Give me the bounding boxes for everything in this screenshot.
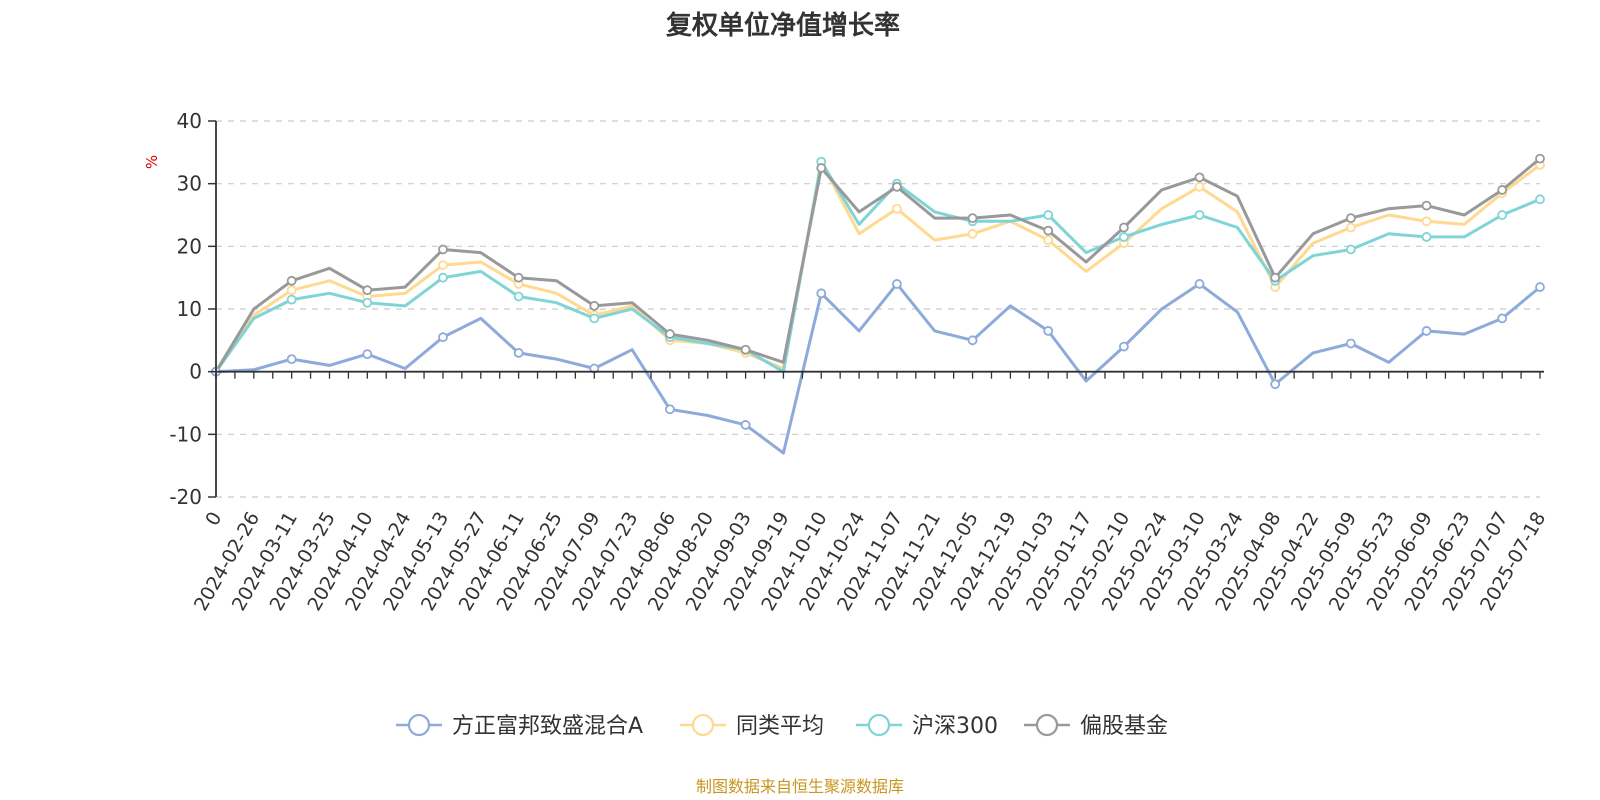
series-line-0 xyxy=(215,282,1541,455)
legend-label: 同类平均 xyxy=(736,714,824,739)
series-point-0 xyxy=(665,404,675,415)
series-point-0 xyxy=(1535,282,1545,292)
legend-item-1[interactable]: 同类平均 xyxy=(680,713,824,739)
series-point-0 xyxy=(438,332,448,343)
axes: 403020100-10-2002024-02-262024-03-112024… xyxy=(169,109,1550,615)
series-point-1 xyxy=(892,203,902,214)
series-point-3 xyxy=(665,329,675,339)
series-point-3 xyxy=(1194,172,1205,183)
legend-marker xyxy=(867,713,891,737)
y-tick-label: -20 xyxy=(169,485,202,509)
series-point-3 xyxy=(1535,153,1545,164)
series-point-1 xyxy=(967,228,978,239)
series-point-3 xyxy=(1497,185,1508,195)
y-tick-label: 10 xyxy=(177,297,202,321)
legend: 方正富邦致盛混合A 同类平均 沪深300 偏股基金 xyxy=(396,713,1168,739)
y-tick-label: -10 xyxy=(169,422,202,446)
series-point-2 xyxy=(589,313,600,324)
series-line-1 xyxy=(214,160,1541,373)
series-point-3 xyxy=(438,244,448,255)
series-point-2 xyxy=(1535,194,1545,205)
legend-marker xyxy=(1035,713,1059,737)
series-point-0 xyxy=(286,354,297,365)
series-point-3 xyxy=(1043,225,1054,236)
series-point-1 xyxy=(1043,235,1054,245)
series-point-0 xyxy=(1497,313,1508,324)
series-point-2 xyxy=(1194,210,1205,220)
x-tick-label: 0 xyxy=(201,508,226,529)
chart-title: 复权单位净值增长率 xyxy=(666,10,900,41)
legend-item-3[interactable]: 偏股基金 xyxy=(1024,713,1168,739)
series-point-1 xyxy=(286,285,297,296)
series-point-2 xyxy=(1345,244,1356,255)
series-point-1 xyxy=(1421,216,1432,227)
series-point-1 xyxy=(1345,222,1356,233)
series-point-1 xyxy=(438,260,448,271)
series-point-0 xyxy=(892,279,902,289)
source-note: 制图数据来自恒生聚源数据库 xyxy=(696,777,904,796)
series-point-3 xyxy=(1345,213,1356,224)
y-axis-unit-label: % xyxy=(143,155,161,169)
series-lines xyxy=(211,153,1545,455)
y-tick-label: 40 xyxy=(177,109,202,133)
series-point-2 xyxy=(513,291,524,302)
series-point-3 xyxy=(892,181,902,192)
series-point-0 xyxy=(1345,338,1356,349)
series-point-2 xyxy=(1043,210,1054,220)
series-point-0 xyxy=(1194,279,1205,289)
series-point-3 xyxy=(967,213,978,224)
series-point-3 xyxy=(362,285,373,296)
series-point-3 xyxy=(513,272,524,283)
series-point-3 xyxy=(740,344,751,355)
series-point-2 xyxy=(438,272,448,283)
y-tick-label: 0 xyxy=(189,360,202,384)
series-point-2 xyxy=(362,297,373,308)
series-point-0 xyxy=(1118,341,1129,352)
y-tick-label: 30 xyxy=(177,172,202,196)
series-point-2 xyxy=(1421,232,1432,242)
series-point-2 xyxy=(1497,210,1508,220)
series-point-3 xyxy=(1118,222,1129,233)
series-point-0 xyxy=(967,335,978,346)
series-point-0 xyxy=(1043,326,1054,336)
series-point-0 xyxy=(1270,379,1281,390)
series-line-2 xyxy=(214,160,1541,374)
series-point-0 xyxy=(816,288,827,299)
legend-label: 方正富邦致盛混合A xyxy=(452,714,643,739)
legend-label: 沪深300 xyxy=(912,714,998,739)
series-point-2 xyxy=(286,294,297,305)
series-point-0 xyxy=(740,420,751,430)
series-point-3 xyxy=(1421,200,1432,211)
series-point-3 xyxy=(816,163,827,173)
series-point-0 xyxy=(513,347,524,358)
series-point-3 xyxy=(286,275,297,286)
y-tick-label: 20 xyxy=(177,234,202,258)
legend-marker xyxy=(407,713,431,737)
legend-marker xyxy=(691,713,715,737)
series-line-3 xyxy=(214,157,1541,373)
legend-item-2[interactable]: 沪深300 xyxy=(856,713,998,739)
legend-label: 偏股基金 xyxy=(1080,714,1168,739)
legend-item-0[interactable]: 方正富邦致盛混合A xyxy=(396,713,643,739)
series-point-3 xyxy=(589,300,600,311)
series-point-0 xyxy=(362,349,373,360)
series-point-3 xyxy=(1270,272,1281,283)
series-point-2 xyxy=(1118,232,1129,242)
series-point-0 xyxy=(1421,326,1432,336)
series-point-1 xyxy=(1194,181,1205,192)
